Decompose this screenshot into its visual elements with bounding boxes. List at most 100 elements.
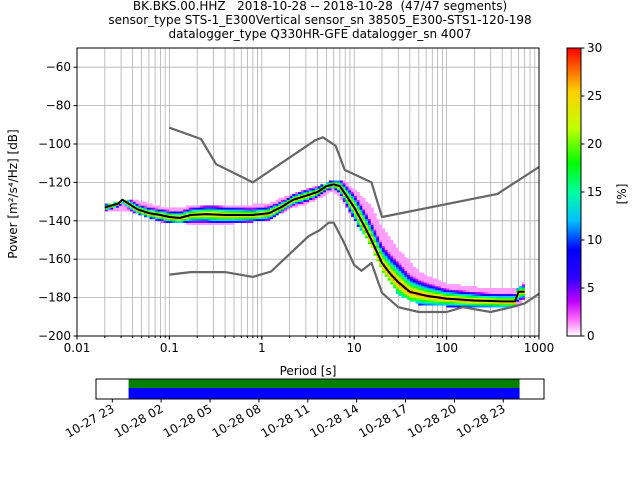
psd-cell — [160, 213, 164, 216]
psd-cell — [359, 228, 363, 231]
psd-cell — [359, 209, 363, 212]
psd-cell — [390, 255, 394, 258]
psd-cell — [426, 291, 430, 295]
psd-cell — [351, 193, 355, 197]
psd-cell — [239, 205, 243, 208]
psd-cell — [505, 289, 509, 293]
colorbar-tick-label: 5 — [587, 281, 595, 295]
psd-cell — [163, 220, 167, 224]
psd-cell — [132, 209, 136, 212]
psd-cell — [390, 272, 394, 275]
psd-cell — [325, 182, 330, 185]
psd-cell — [443, 289, 447, 293]
psd-cell — [258, 215, 262, 218]
psd-cell — [426, 293, 430, 296]
psd-cell — [208, 211, 212, 214]
psd-cell — [460, 288, 464, 291]
y-tick-label: −200 — [38, 329, 71, 343]
psd-cell — [423, 297, 428, 300]
psd-cell — [449, 295, 453, 298]
psd-cell — [370, 230, 374, 233]
psd-cell — [174, 220, 178, 224]
psd-cell — [185, 211, 190, 214]
psd-cell — [384, 238, 388, 241]
psd-cell — [202, 216, 206, 220]
psd-cell — [516, 288, 520, 291]
psd-cell — [373, 213, 377, 216]
psd-cell — [398, 276, 402, 279]
psd-cell — [345, 205, 349, 208]
psd-cell — [144, 201, 148, 204]
psd-cell — [491, 289, 495, 293]
psd-cell — [127, 207, 131, 210]
psd-cell — [253, 216, 257, 220]
y-tick-label: −140 — [38, 214, 71, 228]
y-tick-label: −60 — [46, 60, 71, 74]
psd-cell — [440, 299, 444, 302]
psd-cell — [401, 291, 405, 295]
psd-cell — [281, 211, 285, 214]
psd-cell — [384, 240, 388, 243]
psd-cell — [130, 207, 134, 210]
psd-cell — [261, 211, 265, 214]
psd-cell — [516, 289, 520, 293]
psd-cell — [194, 218, 198, 222]
psd-cell — [211, 218, 215, 222]
psd-cell — [359, 222, 363, 225]
psd-cell — [463, 293, 467, 296]
psd-cell — [451, 305, 456, 308]
psd-cell — [482, 293, 486, 296]
psd-cell — [205, 222, 209, 225]
psd-cell — [474, 286, 478, 289]
psd-cell — [191, 205, 195, 208]
psd-cell — [516, 301, 520, 304]
psd-cell — [437, 303, 442, 306]
psd-cell — [356, 195, 360, 199]
psd-cell — [505, 293, 509, 296]
psd-cell — [272, 215, 276, 218]
psd-cell — [370, 226, 374, 229]
psd-cell — [281, 201, 285, 204]
psd-cell — [247, 209, 251, 212]
psd-cell — [443, 291, 447, 295]
psd-cell — [118, 209, 122, 212]
psd-cell — [155, 211, 159, 214]
psd-cell — [367, 241, 372, 245]
psd-cell — [502, 289, 506, 293]
psd-cell — [398, 270, 402, 273]
psd-cell — [230, 222, 234, 225]
psd-cell — [314, 190, 318, 193]
psd-cell — [423, 282, 428, 285]
psd-cell — [146, 207, 150, 210]
psd-cell — [244, 220, 248, 224]
psd-cell — [381, 230, 386, 233]
psd-cell — [342, 195, 346, 199]
psd-cell — [376, 228, 380, 231]
psd-cell — [398, 289, 402, 293]
psd-cell — [393, 257, 397, 260]
psd-cell — [421, 289, 425, 293]
psd-cell — [269, 203, 274, 206]
psd-cell — [365, 205, 369, 208]
psd-cell — [244, 205, 248, 208]
psd-cell — [345, 184, 349, 187]
psd-cell — [241, 205, 246, 208]
psd-cell — [219, 216, 223, 220]
psd-cell — [477, 288, 481, 291]
psd-cell — [317, 186, 321, 189]
psd-cell — [390, 243, 394, 247]
psd-cell — [278, 203, 282, 206]
psd-cell — [118, 203, 122, 206]
psd-cell — [107, 203, 111, 206]
psd-cell — [409, 268, 414, 272]
psd-cell — [199, 222, 204, 225]
psd-cell — [275, 199, 279, 202]
psd-cell — [412, 297, 416, 300]
psd-cell — [423, 303, 428, 306]
psd-cell — [367, 216, 372, 220]
psd-cell — [401, 289, 405, 293]
psd-cell — [174, 209, 178, 212]
psd-cell — [513, 291, 517, 295]
psd-cell — [359, 226, 363, 229]
psd-cell — [107, 207, 111, 210]
